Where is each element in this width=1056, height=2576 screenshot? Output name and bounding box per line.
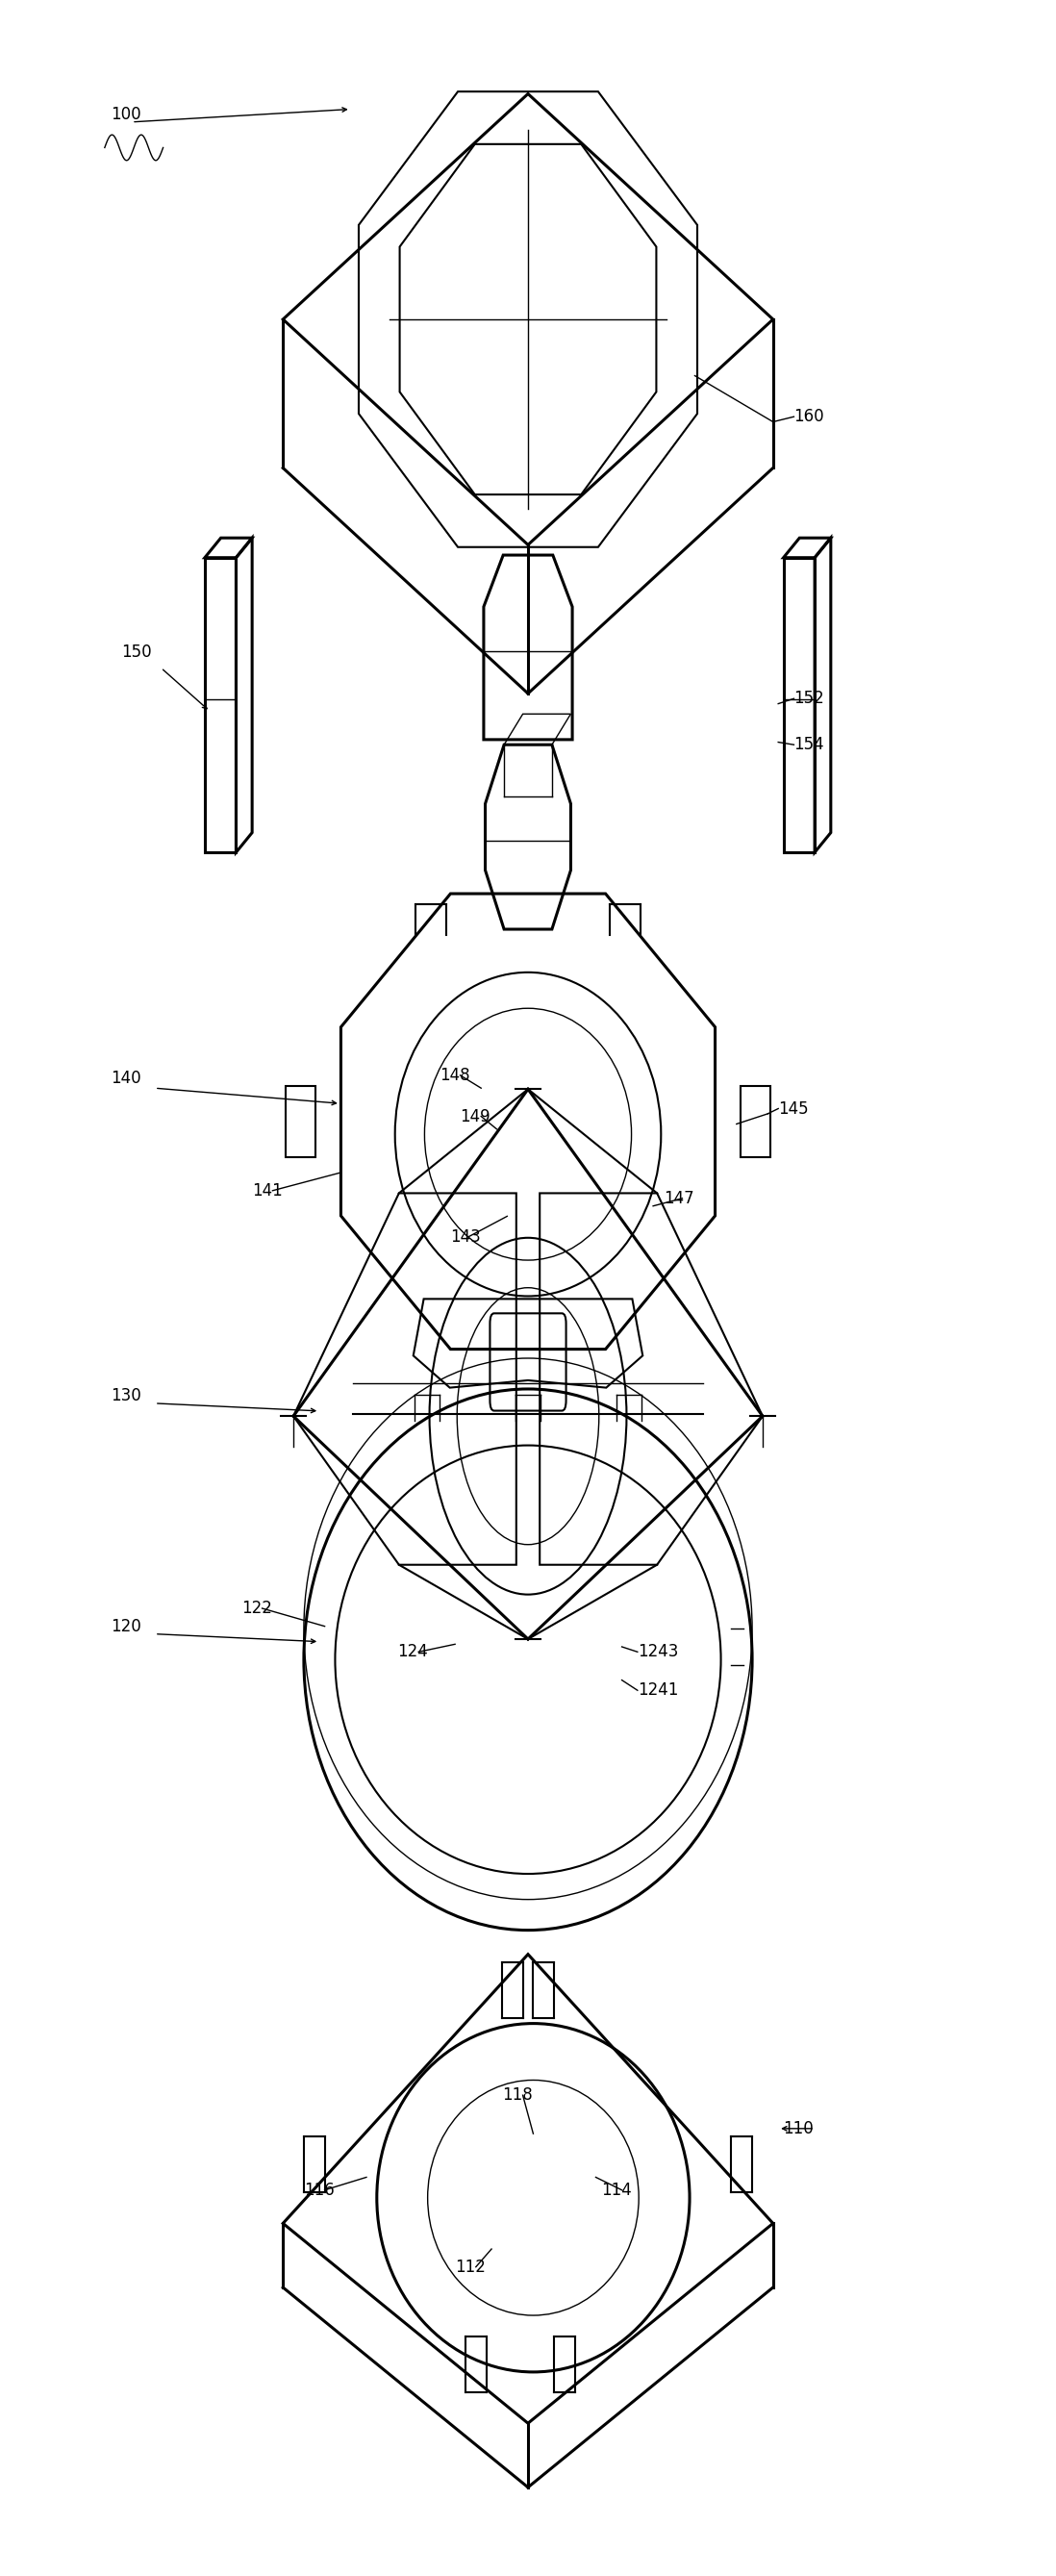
Text: 143: 143 (450, 1229, 480, 1244)
Text: 118: 118 (502, 2087, 532, 2105)
Text: 130: 130 (111, 1386, 142, 1404)
Text: 150: 150 (121, 644, 152, 662)
Text: 152: 152 (794, 690, 825, 708)
Text: 160: 160 (794, 407, 825, 425)
Text: 149: 149 (460, 1108, 491, 1126)
Text: 141: 141 (251, 1182, 282, 1200)
Text: 116: 116 (304, 2182, 335, 2200)
Text: 145: 145 (778, 1100, 809, 1118)
Text: 154: 154 (794, 737, 825, 752)
Text: 1243: 1243 (638, 1643, 678, 1662)
Text: 140: 140 (111, 1069, 142, 1087)
Text: 100: 100 (111, 106, 142, 124)
Text: 120: 120 (111, 1618, 142, 1636)
Text: 1241: 1241 (638, 1682, 678, 1700)
Text: 112: 112 (455, 2259, 486, 2275)
Text: 114: 114 (601, 2182, 631, 2200)
Text: 110: 110 (784, 2120, 814, 2138)
Text: 124: 124 (398, 1643, 428, 1662)
Text: 148: 148 (439, 1066, 470, 1084)
Text: 147: 147 (663, 1190, 694, 1208)
Text: 122: 122 (241, 1600, 272, 1618)
